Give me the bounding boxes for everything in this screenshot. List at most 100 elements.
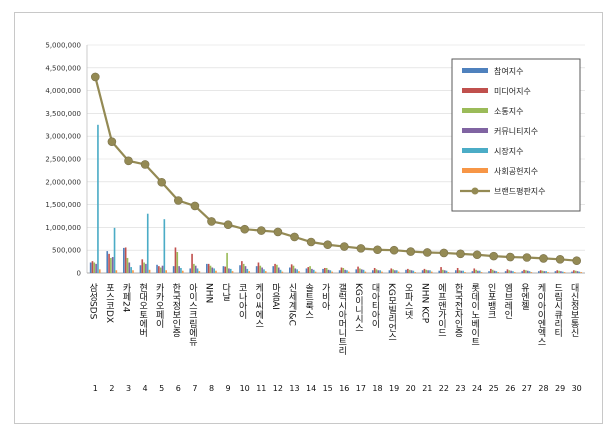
bar [344, 269, 346, 273]
category-number: 29 [555, 384, 565, 393]
line-point [373, 245, 382, 255]
bar [576, 271, 579, 273]
bar [139, 265, 142, 273]
bar [556, 270, 559, 273]
bar [423, 268, 426, 273]
line-point [539, 254, 548, 263]
bar [248, 271, 250, 273]
bar [410, 270, 413, 273]
bar [491, 269, 494, 273]
category-label: 가비아 [320, 283, 330, 311]
bar [231, 271, 234, 273]
bar [539, 270, 542, 273]
bar [357, 266, 359, 273]
line-point [505, 252, 515, 262]
bar [181, 270, 184, 273]
category-number: 23 [455, 384, 465, 393]
category-number: 19 [389, 384, 399, 393]
bar [128, 262, 131, 273]
category-label: 롯데이노베이트 [469, 283, 479, 346]
line-point [422, 248, 432, 257]
bar [259, 265, 262, 273]
category-label: NHN KCP [419, 283, 429, 324]
category-label: 유엔젤 [519, 283, 529, 310]
bar [198, 271, 201, 273]
bar [257, 262, 260, 273]
category-number: 18 [372, 384, 382, 393]
bar [342, 267, 345, 273]
category-number: 21 [422, 384, 432, 393]
bar [311, 268, 313, 273]
category-label: 대아티아이 [370, 283, 380, 329]
bar [388, 270, 391, 273]
line-point [555, 255, 565, 264]
bar [478, 270, 481, 273]
category-label: 한국정보인증 [170, 283, 180, 337]
line-point [522, 253, 532, 262]
bar [132, 270, 134, 273]
bar [281, 271, 284, 273]
category-label: 한국전자인증 [453, 283, 463, 337]
bar [161, 265, 164, 273]
bar [222, 266, 225, 273]
category-label: 코나아이 [237, 283, 247, 320]
bar [442, 269, 444, 273]
y-tick-label: 0 [77, 270, 81, 278]
bar [390, 268, 393, 273]
chart-canvas: 0 500,000 1,000,000 1,500,000 2,000,000 2,500… [45, 42, 585, 393]
legend-swatch [462, 108, 488, 113]
bar [180, 267, 182, 273]
bar [123, 247, 125, 273]
bar [455, 270, 457, 273]
line-point [91, 72, 100, 82]
bar [327, 269, 330, 273]
category-number: 2 [109, 384, 114, 393]
bar [194, 265, 197, 273]
bar [443, 270, 446, 273]
bar [440, 267, 442, 273]
line-point [273, 227, 283, 237]
category-number: 22 [439, 384, 449, 393]
bar [347, 271, 350, 273]
line-point [472, 250, 482, 260]
category-label: 카페24 [121, 283, 131, 313]
bar [277, 267, 280, 273]
category-label: 아이스크림에듀 [187, 283, 197, 347]
chart-frame: 0 500,000 1,000,000 1,500,000 2,000,000 2,500… [14, 12, 603, 424]
bar [355, 269, 358, 273]
category-number: 10 [240, 384, 250, 393]
line-point [439, 248, 449, 258]
line-point [323, 240, 333, 250]
legend-entry: 커뮤니티지수 [494, 126, 538, 136]
line-point [489, 251, 499, 261]
bar [98, 269, 101, 273]
bar [523, 269, 525, 273]
bar [414, 272, 416, 273]
bar [475, 269, 477, 273]
category-label: 갤럭시아머니트리 [336, 282, 346, 356]
bar [510, 270, 512, 273]
y-tick-label: 2,000,000 [45, 178, 81, 186]
bar [530, 272, 533, 273]
bar [541, 270, 544, 273]
category-label: 다날 [220, 283, 230, 301]
bar [264, 271, 267, 273]
bar [209, 265, 212, 273]
bar [561, 271, 564, 273]
y-tick-label: 1,500,000 [45, 201, 81, 209]
bar [329, 270, 332, 273]
category-number: 1 [93, 384, 98, 393]
legend-marker [471, 187, 479, 195]
bar [130, 267, 132, 273]
legend-swatch [462, 148, 488, 153]
bar [148, 269, 151, 273]
line-point [207, 217, 216, 226]
bar [113, 227, 116, 273]
bar [538, 271, 540, 273]
bar [241, 261, 243, 273]
bar [314, 271, 317, 273]
bar [289, 267, 291, 273]
bar [178, 266, 180, 273]
category-number: 16 [339, 384, 349, 393]
